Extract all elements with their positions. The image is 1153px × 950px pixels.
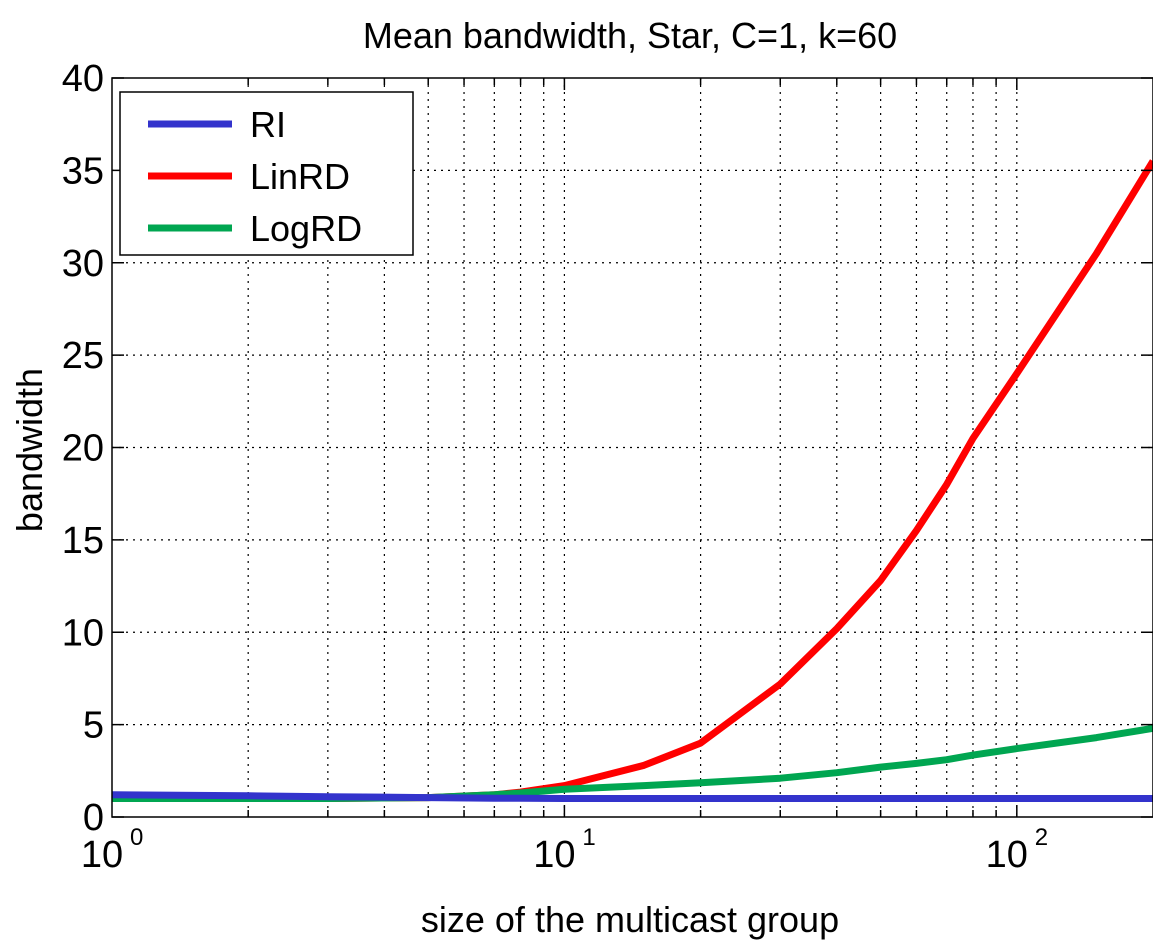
- x-axis-label: size of the multicast group: [421, 899, 839, 940]
- y-tick-label: 40: [62, 58, 104, 100]
- y-tick-label: 15: [62, 520, 104, 562]
- y-tick-label: 0: [83, 797, 104, 839]
- x-tick-label-base: 10: [81, 834, 123, 876]
- legend: RI LinRD LogRD: [119, 91, 414, 256]
- x-tick-label: 10 0: [81, 824, 144, 876]
- legend-label-logrd: LogRD: [250, 208, 362, 249]
- x-tick-label: 10 1: [533, 824, 596, 876]
- x-tick-label-exponent: 1: [582, 824, 595, 851]
- y-axis-label: bandwidth: [9, 368, 50, 532]
- y-tick-label: 5: [83, 705, 104, 747]
- chart-title: Mean bandwidth, Star, C=1, k=60: [363, 15, 897, 56]
- plot-series: [112, 159, 1153, 802]
- x-tick-label-exponent: 2: [1035, 824, 1048, 851]
- x-tick-label: 10 2: [986, 824, 1049, 876]
- legend-label-ri: RI: [250, 104, 286, 145]
- x-tick-label-base: 10: [986, 834, 1028, 876]
- x-tick-label-base: 10: [533, 834, 575, 876]
- legend-label-linrd: LinRD: [250, 156, 350, 197]
- y-tick-label: 25: [62, 335, 104, 377]
- series-line-logrd: [112, 724, 1153, 802]
- y-tick-label: 35: [62, 150, 104, 192]
- series-line-linrd: [112, 159, 1153, 802]
- y-tick-label: 20: [62, 428, 104, 470]
- x-tick-label-exponent: 0: [130, 824, 143, 851]
- series-line-ri: [112, 791, 1153, 802]
- y-tick-label: 30: [62, 243, 104, 285]
- y-tick-label: 10: [62, 612, 104, 654]
